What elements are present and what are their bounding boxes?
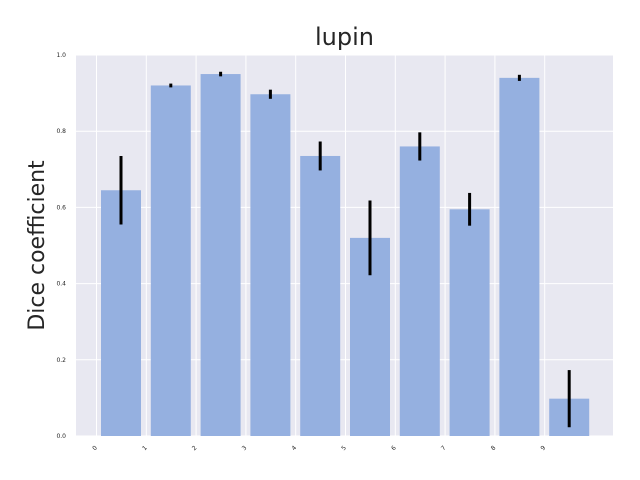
x-tick-label: 3 xyxy=(241,444,249,452)
x-tick-label: 5 xyxy=(340,444,348,452)
bar-2 xyxy=(200,74,241,437)
y-axis-label: Dice coefficient xyxy=(25,160,50,331)
x-tick-label: 7 xyxy=(440,444,448,452)
bars xyxy=(101,74,590,437)
bar-7 xyxy=(449,209,490,436)
x-tick-label: 8 xyxy=(490,444,498,452)
y-tick-label: 1.0 xyxy=(56,52,66,59)
chart-title: lupin xyxy=(315,23,374,51)
bar-4 xyxy=(300,155,341,436)
y-tick-label: 0.0 xyxy=(56,433,66,440)
bar-6 xyxy=(399,146,440,436)
x-tick-labels: 0 1 2 3 4 5 6 7 8 9 xyxy=(91,444,547,452)
x-tick-label: 0 xyxy=(91,444,99,452)
bar-1 xyxy=(150,85,191,436)
y-tick-label: 0.8 xyxy=(56,128,66,135)
y-tick-label: 0.6 xyxy=(56,204,66,211)
y-tick-label: 0.2 xyxy=(56,357,66,364)
x-tick-label: 9 xyxy=(539,444,547,452)
bar-0 xyxy=(101,190,141,436)
x-tick-label: 2 xyxy=(191,444,199,452)
y-tick-label: 0.4 xyxy=(56,281,66,288)
x-tick-label: 4 xyxy=(290,444,298,452)
y-tick-labels: 0.0 0.2 0.4 0.6 0.8 1.0 xyxy=(56,52,66,440)
bar-3 xyxy=(250,94,291,437)
bar-8 xyxy=(499,77,540,437)
x-tick-label: 6 xyxy=(390,444,398,452)
x-tick-label: 1 xyxy=(141,444,149,452)
error-bars xyxy=(119,71,571,428)
